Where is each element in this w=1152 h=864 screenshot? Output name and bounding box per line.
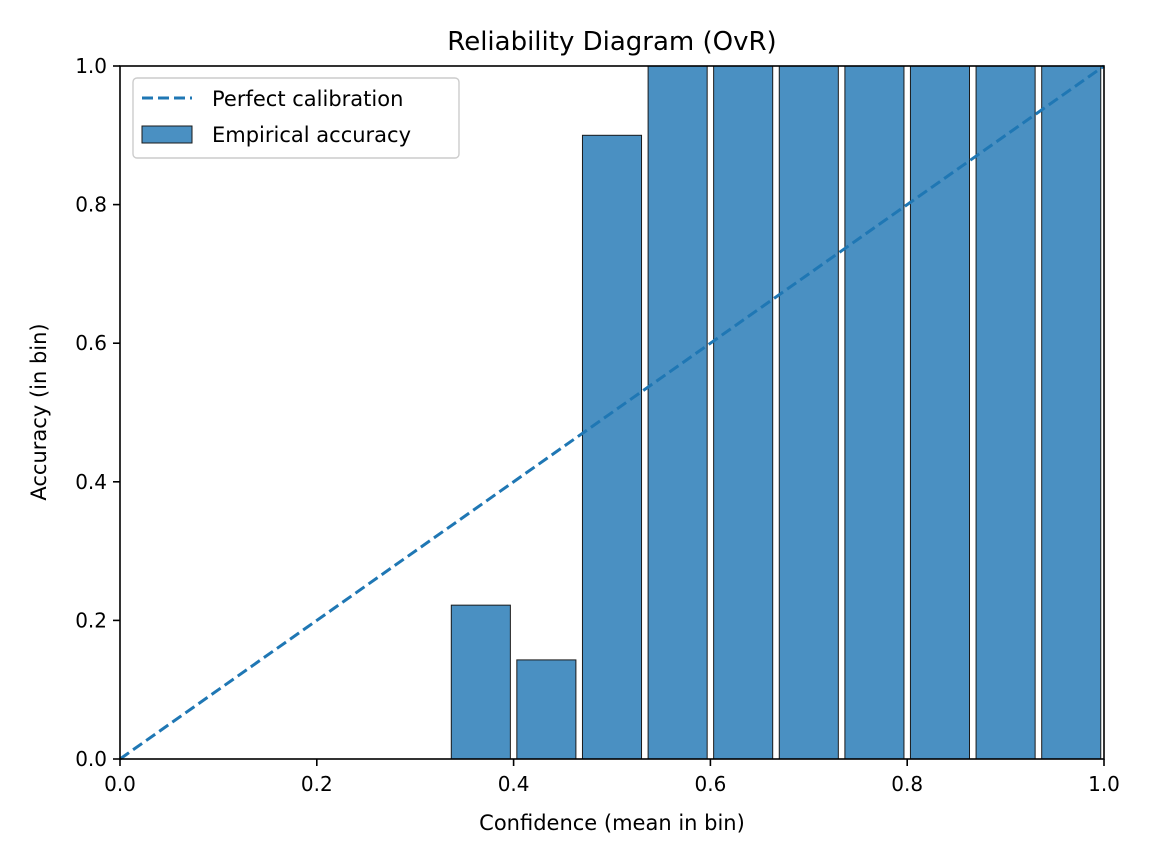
bars-layer [450, 65, 1102, 760]
legend: Perfect calibration Empirical accuracy [132, 77, 460, 159]
perfect-calibration-line [119, 64, 1105, 761]
y-tick-label-2: 0.4 [75, 470, 107, 494]
legend-label-perfect-calibration: Perfect calibration [212, 87, 403, 111]
y-tick-label-1: 0.2 [75, 608, 107, 632]
ticks-layer: 0.0 0.2 0.4 0.6 0.8 1.0 0.0 0.2 0.4 0.6 0.8 1.0 [75, 54, 1120, 796]
bar-4 [713, 65, 774, 760]
bar-0 [450, 604, 511, 760]
bar-2 [581, 134, 643, 760]
chart-title: Reliability Diagram (OvR) [447, 27, 776, 57]
bar-7 [909, 65, 971, 760]
bar-8 [975, 65, 1036, 760]
y-axis-label: Accuracy (in bin) [27, 323, 51, 500]
bar-1 [516, 659, 577, 760]
x-axis-label: Confidence (mean in bin) [479, 811, 745, 835]
x-tick-label-2: 0.4 [498, 772, 530, 796]
bar-5 [778, 65, 839, 760]
plot-frame [119, 65, 1105, 760]
x-tick-label-5: 1.0 [1088, 772, 1120, 796]
line-layer [119, 64, 1105, 761]
bar-6 [844, 65, 905, 760]
x-tick-label-1: 0.2 [301, 772, 333, 796]
y-tick-label-0: 0.0 [75, 747, 107, 771]
x-tick-label-4: 0.8 [891, 772, 923, 796]
bar-3 [647, 65, 708, 760]
axes-layer [119, 65, 1105, 760]
legend-bar-swatch [141, 125, 193, 144]
y-tick-label-5: 1.0 [75, 54, 107, 78]
bar-9 [1041, 65, 1102, 760]
y-tick-label-4: 0.8 [75, 193, 107, 217]
x-tick-label-0: 0.0 [104, 772, 136, 796]
y-tick-label-3: 0.6 [75, 331, 107, 355]
legend-label-empirical-accuracy: Empirical accuracy [212, 123, 411, 147]
legend-box [132, 77, 460, 159]
x-tick-label-3: 0.6 [694, 772, 726, 796]
